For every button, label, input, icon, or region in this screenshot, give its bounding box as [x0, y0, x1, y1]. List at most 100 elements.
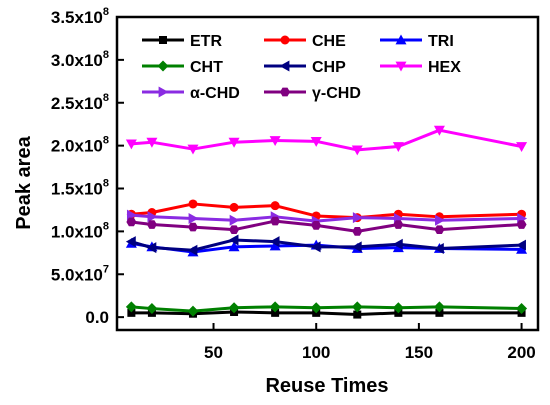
series-chp	[125, 234, 526, 256]
data-point-che	[229, 202, 239, 212]
legend-item-cht: CHT	[142, 59, 223, 76]
legend-item-hex: HEX	[380, 59, 461, 76]
data-point-chp	[228, 234, 239, 246]
data-point-tri	[516, 243, 528, 254]
legend-marker-tri	[395, 34, 407, 45]
legend-item-gamma-chd: γ-CHD	[264, 85, 361, 102]
data-point-gamma-chd	[393, 220, 404, 229]
data-point-chp	[269, 236, 280, 248]
legend-label: TRI	[428, 33, 454, 50]
legend-item-alpha-chd: α-CHD	[142, 85, 240, 102]
data-point-cht	[269, 301, 281, 313]
series-line-alpha-chd	[131, 213, 522, 223]
legend-item-che: CHE	[264, 33, 346, 50]
data-point-alpha-chd	[352, 212, 363, 224]
plot-frame	[115, 15, 540, 332]
series-che	[126, 199, 527, 223]
data-point-hex	[392, 142, 404, 152]
data-point-gamma-chd	[146, 220, 157, 229]
y-tick-label: 1.5x108	[51, 178, 109, 199]
legend-label: γ-CHD	[312, 85, 361, 102]
data-point-alpha-chd	[229, 214, 240, 226]
legend-label: HEX	[428, 59, 461, 76]
data-point-tri	[269, 240, 281, 251]
x-tick-label: 150	[405, 343, 433, 362]
y-axis-title: Peak area	[13, 135, 35, 229]
legend-marker-alpha-chd	[158, 86, 169, 98]
data-point-hex	[228, 137, 240, 148]
axes: 0.0 5.0x107 1.0x108 1.5x108 2.0x108 2.5x108 3.…	[51, 6, 540, 362]
x-tick-label: 100	[302, 343, 330, 362]
data-point-etr	[127, 308, 136, 317]
legend-label: CHP	[312, 59, 346, 76]
x-tick-label: 50	[204, 343, 223, 362]
data-point-etr	[435, 308, 444, 317]
legend-label: CHE	[312, 33, 346, 50]
y-tick-label: 0.0	[85, 308, 109, 327]
data-point-gamma-chd	[229, 225, 240, 234]
y-tick-label: 5.0x107	[51, 263, 109, 284]
data-point-chp	[351, 241, 362, 253]
data-point-cht	[125, 301, 137, 313]
series-line-etr	[131, 310, 522, 317]
data-point-hex	[516, 142, 528, 152]
data-point-alpha-chd	[188, 213, 199, 225]
plot-area	[125, 125, 528, 319]
data-point-cht	[433, 301, 445, 313]
data-point-che	[270, 201, 280, 211]
series-alpha-chd	[126, 209, 528, 227]
legend-label: α-CHD	[190, 85, 240, 102]
legend-marker-etr	[159, 36, 167, 44]
data-point-chp	[187, 244, 198, 256]
legend-marker-chp	[279, 60, 290, 72]
data-point-cht	[392, 302, 404, 314]
data-point-cht	[310, 302, 322, 314]
series-hex	[125, 125, 528, 156]
data-point-etr	[353, 310, 362, 319]
data-point-gamma-chd	[516, 220, 527, 229]
data-point-hex	[146, 137, 158, 148]
data-point-gamma-chd	[270, 216, 281, 226]
x-axis-title: Reuse Times	[265, 375, 388, 397]
legend-marker-cht	[157, 60, 169, 72]
y-tick-label: 2.0x108	[51, 135, 109, 156]
y-tick-label: 3.5x108	[51, 6, 109, 27]
data-point-chp	[125, 236, 136, 248]
legend-marker-gamma-chd	[280, 87, 290, 97]
data-point-chp	[392, 238, 403, 250]
legend: ETR CHE TRI CHT CHP HEX α-CHD γ-CHD	[142, 33, 461, 102]
series-cht	[125, 301, 528, 317]
data-point-cht	[516, 303, 528, 315]
data-point-hex	[269, 136, 281, 146]
data-point-hex	[433, 125, 445, 136]
data-point-etr	[271, 308, 280, 317]
data-point-chp	[516, 239, 526, 251]
data-point-gamma-chd	[187, 222, 198, 232]
data-point-cht	[351, 301, 363, 313]
legend-marker-che	[280, 35, 290, 45]
data-point-hex	[125, 139, 137, 150]
y-tick-label: 3.0x108	[51, 49, 109, 70]
data-point-alpha-chd	[147, 211, 158, 223]
data-point-cht	[187, 305, 199, 317]
legend-marker-hex	[395, 61, 407, 72]
legend-label: ETR	[190, 33, 222, 50]
x-tick-label: 200	[507, 343, 535, 362]
data-point-che	[188, 199, 198, 209]
legend-label: CHT	[190, 59, 223, 76]
legend-item-tri: TRI	[380, 33, 454, 50]
data-point-gamma-chd	[434, 225, 445, 234]
legend-item-chp: CHP	[264, 59, 346, 76]
series-line-cht	[131, 305, 522, 313]
y-tick-label: 2.5x108	[51, 92, 109, 113]
data-point-chp	[433, 243, 444, 255]
series-line-gamma-chd	[131, 219, 522, 233]
data-point-gamma-chd	[126, 217, 137, 227]
data-point-chp	[310, 241, 321, 253]
legend-item-etr: ETR	[142, 33, 222, 50]
data-point-hex	[187, 144, 199, 155]
series-line-hex	[131, 128, 522, 152]
y-tick-label: 1.0x108	[51, 220, 109, 241]
data-point-gamma-chd	[352, 227, 363, 236]
